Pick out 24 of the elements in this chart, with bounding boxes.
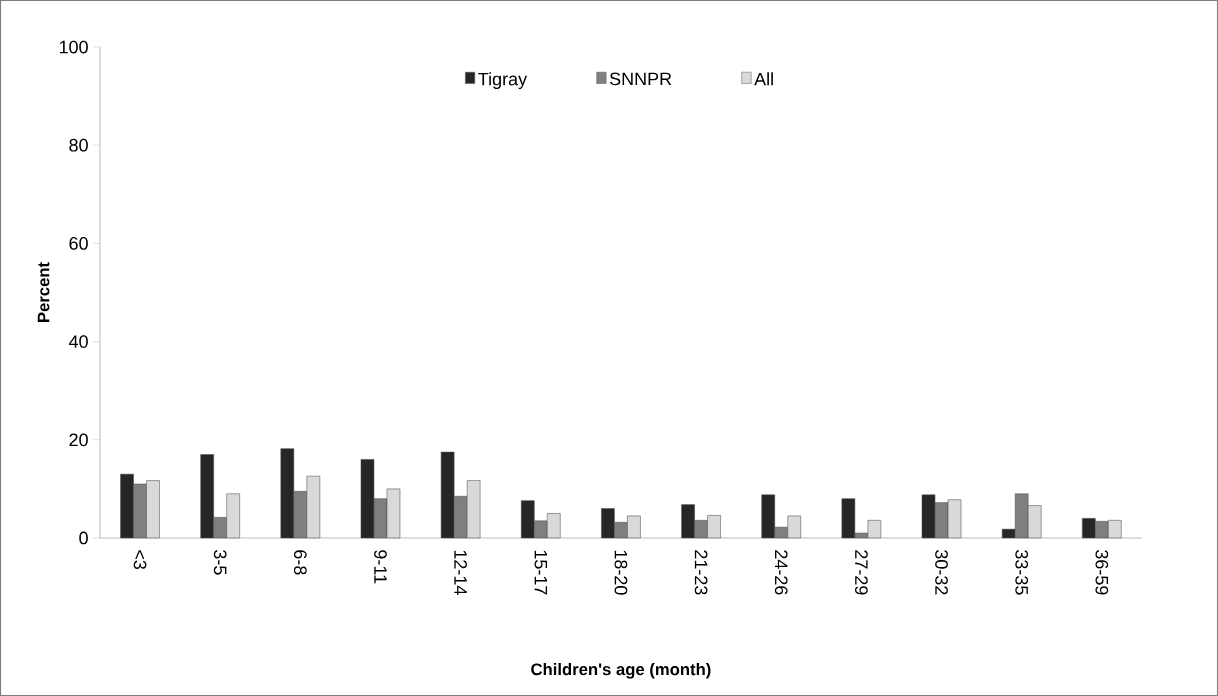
- x-tick-label: 6-8: [293, 550, 307, 575]
- x-tick-label: <3: [133, 550, 147, 570]
- x-tick-label: 24-26: [774, 550, 788, 595]
- x-tick-label: 9-11: [374, 550, 387, 584]
- y-axis-title: Percent: [37, 262, 50, 322]
- y-tick-label: 60: [69, 237, 88, 250]
- legend-label: SNNPR: [609, 72, 672, 86]
- x-tick-label: 15-17: [534, 550, 548, 595]
- x-tick-label: 30-32: [935, 550, 948, 595]
- x-tick-label: 21-23: [694, 550, 708, 595]
- legend-label: All: [754, 72, 773, 86]
- y-tick-label: 40: [68, 335, 88, 348]
- x-tick-label: 27-29: [855, 550, 868, 595]
- x-tick-label: 33-35: [1015, 550, 1029, 595]
- x-tick-label: 12-14: [454, 550, 467, 595]
- x-tick-label: 36-59: [1095, 550, 1109, 595]
- x-tick-label: 18-20: [614, 550, 628, 595]
- y-tick-label: 80: [69, 138, 88, 152]
- legend-label: Tigray: [478, 72, 528, 90]
- y-tick-label: 0: [79, 531, 88, 545]
- y-tick-label: 20: [69, 433, 88, 447]
- x-axis-title: Children's age (month): [531, 662, 711, 679]
- x-tick-label: 3-5: [213, 550, 227, 575]
- y-tick-label: 100: [59, 40, 88, 54]
